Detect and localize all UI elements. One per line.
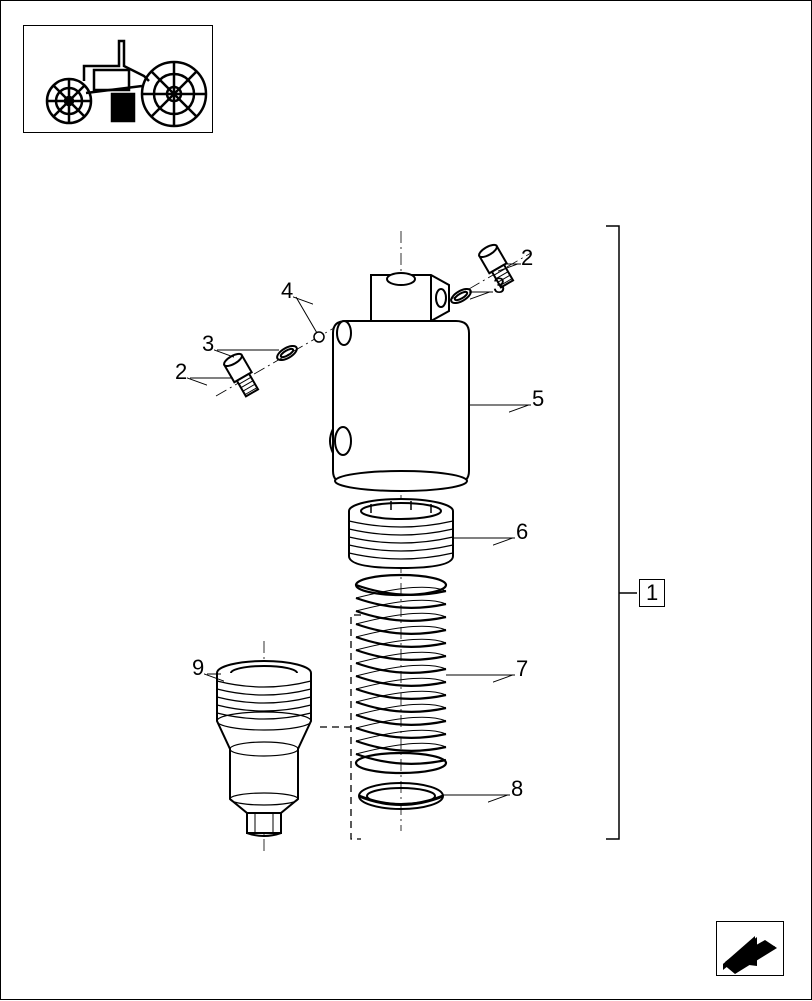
part-ball — [314, 332, 324, 342]
callout-6-label: 6 — [516, 519, 528, 544]
callout-1: 1 — [639, 579, 665, 607]
callout-6: 6 — [516, 519, 528, 545]
callout-2-left: 2 — [175, 359, 187, 385]
callout-5-label: 5 — [532, 386, 544, 411]
callout-3-left: 3 — [202, 331, 214, 357]
callout-4: 4 — [281, 278, 293, 304]
callout-3-right-label: 3 — [493, 273, 505, 298]
part-ring-nut — [349, 499, 453, 568]
callout-3-left-label: 3 — [202, 331, 214, 356]
callout-8-label: 8 — [511, 776, 523, 801]
part-plug — [217, 661, 311, 836]
part-cylinder-body — [330, 273, 469, 491]
callout-9: 9 — [192, 655, 204, 681]
assembly-bracket — [606, 226, 637, 839]
exploded-view-diagram — [1, 1, 812, 1001]
callout-7-label: 7 — [516, 656, 528, 681]
callout-4-label: 4 — [281, 278, 293, 303]
callout-2-right: 2 — [521, 245, 533, 271]
part-oring-small-left — [275, 343, 299, 363]
callout-2-right-label: 2 — [521, 245, 533, 270]
callout-9-label: 9 — [192, 655, 204, 680]
part-fitting-left — [222, 351, 260, 397]
sub-assembly-bracket — [317, 615, 361, 839]
callout-1-label: 1 — [646, 580, 658, 605]
callout-8: 8 — [511, 776, 523, 802]
callout-3-right: 3 — [493, 273, 505, 299]
nav-next-icon[interactable] — [716, 921, 784, 976]
callout-7: 7 — [516, 656, 528, 682]
callout-5: 5 — [532, 386, 544, 412]
callout-2-left-label: 2 — [175, 359, 187, 384]
